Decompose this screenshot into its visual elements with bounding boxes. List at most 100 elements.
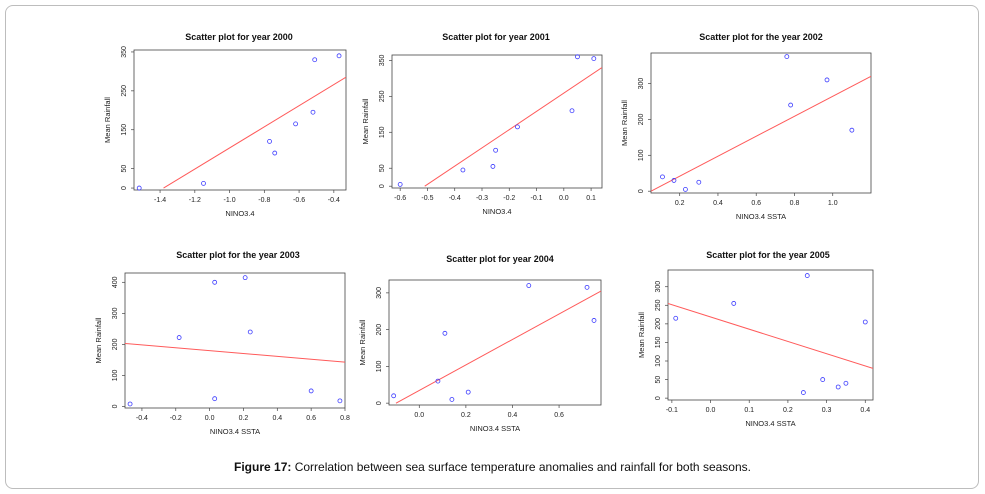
- data-point: [591, 318, 597, 323]
- y-tick-label: 0: [379, 184, 386, 188]
- y-axis-label: Mean Rainfall: [103, 97, 112, 143]
- y-axis-label: Mean Rainfall: [94, 317, 103, 363]
- data-point: [824, 77, 830, 83]
- x-tick-label: 0.0: [205, 415, 215, 422]
- y-tick-label: 250: [379, 90, 386, 102]
- data-point: [212, 279, 218, 285]
- data-point: [336, 53, 342, 59]
- data-point: [247, 329, 253, 335]
- data-point: [442, 330, 448, 336]
- y-tick-label: 300: [112, 307, 119, 319]
- caption-label: Figure 17:: [234, 460, 292, 474]
- data-point: [397, 182, 403, 187]
- data-point: [337, 398, 343, 404]
- trend-line: [395, 290, 601, 404]
- y-tick-label: 100: [376, 360, 383, 372]
- x-tick-label: 1.0: [828, 200, 838, 207]
- x-axis-label: NINO3.4 SSTA: [736, 212, 786, 221]
- data-point: [784, 54, 790, 59]
- y-tick-label: 350: [121, 46, 128, 58]
- data-point: [435, 378, 441, 384]
- y-tick-label: 50: [379, 164, 386, 172]
- data-point: [460, 167, 466, 173]
- x-tick-label: 0.3: [822, 407, 832, 414]
- data-point: [849, 127, 855, 133]
- data-point: [843, 380, 849, 386]
- x-tick-label: -0.1: [531, 195, 543, 202]
- data-point: [449, 397, 455, 402]
- data-point: [683, 187, 688, 192]
- y-tick-label: 0: [655, 396, 662, 400]
- data-point: [569, 108, 575, 114]
- x-tick-label: 0.2: [675, 200, 685, 207]
- data-point: [788, 102, 794, 108]
- y-tick-label: 150: [121, 124, 128, 136]
- x-tick-label: -1.0: [224, 197, 236, 204]
- y-tick-label: 200: [112, 338, 119, 350]
- x-tick-label: 0.8: [790, 200, 800, 207]
- x-tick-label: -0.1: [666, 407, 678, 414]
- x-tick-label: -0.2: [503, 195, 515, 202]
- x-tick-label: 0.0: [706, 407, 716, 414]
- y-tick-label: 150: [655, 336, 662, 348]
- y-tick-label: 100: [112, 369, 119, 381]
- data-point: [391, 393, 397, 399]
- x-axis-label: NINO3.4 SSTA: [470, 424, 520, 433]
- data-point: [490, 164, 496, 169]
- data-point: [696, 179, 702, 185]
- scatter-plot-4: Scatter plot for the year 2003 -0.4 -0.2 0.…: [94, 250, 350, 436]
- data-point: [493, 147, 499, 153]
- data-point: [312, 57, 318, 63]
- y-tick-label: 50: [655, 376, 662, 384]
- y-tick-label: 350: [379, 54, 386, 66]
- data-point: [465, 389, 471, 395]
- x-tick-label: -0.2: [170, 415, 182, 422]
- y-tick-label: 50: [121, 165, 128, 173]
- x-tick-label: -0.4: [449, 195, 461, 202]
- y-tick-label: 300: [638, 78, 645, 90]
- caption-text: Correlation between sea surface temperat…: [291, 460, 751, 474]
- data-point: [293, 121, 299, 127]
- y-tick-label: 300: [655, 281, 662, 293]
- scatter-plot-6: Scatter plot for the year 2005 -0.1 0.0 0.1…: [637, 250, 874, 428]
- data-point: [673, 315, 679, 321]
- y-tick-label: 100: [655, 355, 662, 367]
- data-point: [515, 124, 520, 130]
- x-tick-label: 0.4: [508, 412, 518, 419]
- x-tick-label: 0.2: [783, 407, 793, 414]
- data-point: [267, 138, 272, 144]
- y-axis-label: Mean Rainfall: [358, 319, 367, 365]
- data-point: [136, 185, 142, 191]
- trend-line: [651, 75, 871, 192]
- y-tick-label: 0: [112, 404, 119, 408]
- y-tick-label: 300: [376, 287, 383, 299]
- plot-title: Scatter plot for the year 2003: [176, 250, 300, 260]
- x-tick-label: 0.1: [744, 407, 754, 414]
- x-tick-label: 0.0: [559, 195, 569, 202]
- x-tick-label: 0.4: [860, 407, 870, 414]
- x-tick-label: -1.4: [154, 197, 166, 204]
- data-point: [127, 401, 133, 407]
- x-tick-label: -0.4: [328, 197, 340, 204]
- plot-box: [133, 49, 347, 191]
- data-point: [731, 301, 737, 306]
- x-tick-label: 0.4: [713, 200, 723, 207]
- y-tick-label: 400: [112, 276, 119, 288]
- y-axis-label: Mean Rainfall: [637, 312, 646, 358]
- y-tick-label: 150: [379, 126, 386, 138]
- x-tick-label: -0.4: [136, 415, 148, 422]
- data-point: [804, 273, 810, 278]
- data-point: [201, 180, 206, 186]
- x-tick-label: -0.5: [421, 195, 433, 202]
- y-tick-label: 0: [638, 189, 645, 193]
- y-tick-label: 250: [655, 299, 662, 311]
- x-tick-label: 0.6: [751, 200, 761, 207]
- data-point: [584, 284, 590, 290]
- trend-line: [163, 76, 346, 189]
- x-tick-label: -0.8: [258, 197, 270, 204]
- x-tick-label: -0.3: [476, 195, 488, 202]
- x-axis-label: NINO3.4 SSTA: [210, 427, 260, 436]
- data-point: [660, 174, 665, 180]
- plot-title: Scatter plot for year 2000: [185, 32, 293, 42]
- x-tick-label: 0.4: [272, 415, 282, 422]
